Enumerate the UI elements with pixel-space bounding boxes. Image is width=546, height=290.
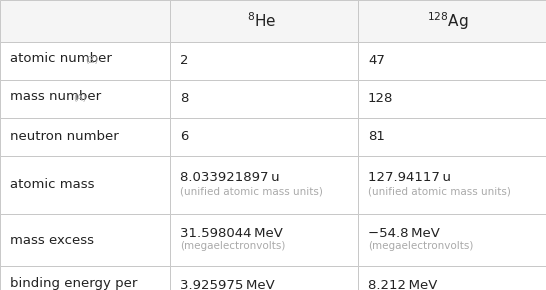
Bar [170, 0, 358, 42]
Bar [0, 80, 170, 118]
Bar [170, 156, 358, 214]
Text: 47: 47 [368, 55, 385, 68]
Bar [170, 214, 358, 266]
Text: (A): (A) [74, 93, 87, 102]
Text: (Z): (Z) [85, 55, 98, 64]
Bar [170, 118, 358, 156]
Bar [0, 118, 170, 156]
Text: 127.94117 u: 127.94117 u [368, 171, 451, 184]
Text: atomic mass: atomic mass [10, 179, 94, 191]
Bar [358, 266, 546, 290]
Text: 8.212 MeV: 8.212 MeV [368, 279, 437, 290]
Text: $^{128}$Ag: $^{128}$Ag [427, 10, 469, 32]
Bar [358, 156, 546, 214]
Text: (unified atomic mass units): (unified atomic mass units) [368, 187, 511, 197]
Text: 8: 8 [180, 93, 188, 106]
Text: 6: 6 [180, 130, 188, 144]
Text: −54.8 MeV: −54.8 MeV [368, 227, 440, 240]
Bar [358, 214, 546, 266]
Text: $^8$He: $^8$He [247, 12, 277, 30]
Text: (megaelectronvolts): (megaelectronvolts) [368, 241, 473, 251]
Bar [358, 80, 546, 118]
Text: (unified atomic mass units): (unified atomic mass units) [180, 187, 323, 197]
Bar [170, 80, 358, 118]
Text: binding energy per
nucleon: binding energy per nucleon [10, 277, 138, 290]
Bar [358, 118, 546, 156]
Bar [170, 266, 358, 290]
Text: atomic number: atomic number [10, 52, 112, 66]
Text: 2: 2 [180, 55, 188, 68]
Text: (megaelectronvolts): (megaelectronvolts) [180, 241, 286, 251]
Text: 128: 128 [368, 93, 393, 106]
Bar [0, 42, 170, 80]
Text: 8.033921897 u: 8.033921897 u [180, 171, 280, 184]
Text: mass excess: mass excess [10, 233, 94, 246]
Bar [358, 42, 546, 80]
Bar [0, 214, 170, 266]
Bar [0, 0, 170, 42]
Text: mass number: mass number [10, 90, 101, 104]
Text: neutron number: neutron number [10, 130, 118, 144]
Bar [358, 0, 546, 42]
Bar [0, 266, 170, 290]
Text: 3.925975 MeV: 3.925975 MeV [180, 279, 275, 290]
Bar [170, 42, 358, 80]
Text: 31.598044 MeV: 31.598044 MeV [180, 227, 283, 240]
Bar [0, 156, 170, 214]
Text: 81: 81 [368, 130, 385, 144]
